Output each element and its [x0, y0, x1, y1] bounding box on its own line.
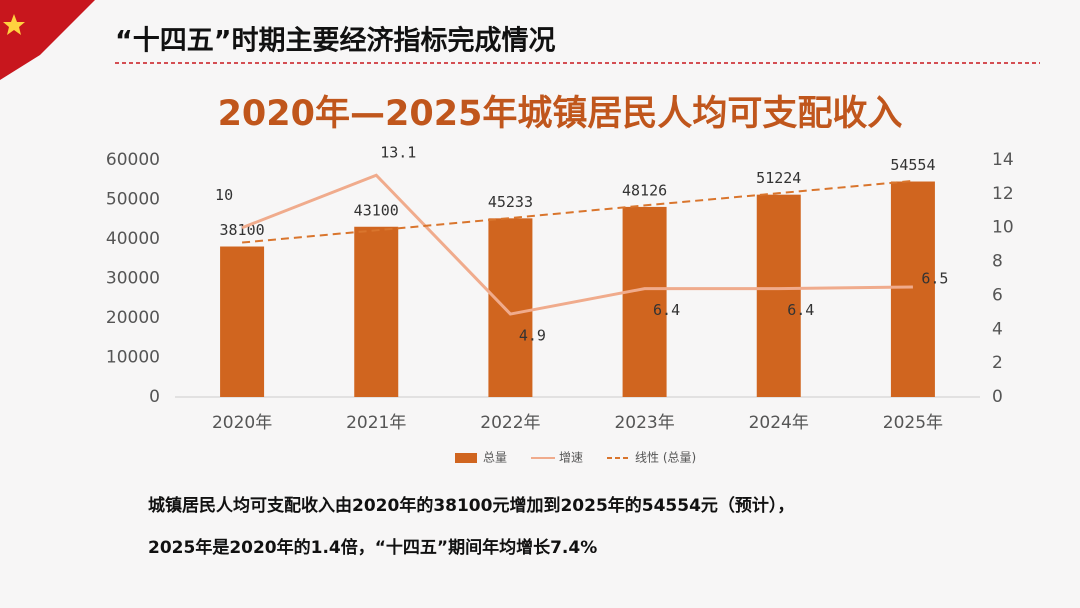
y-tick-label: 10000: [106, 348, 160, 368]
data-label: 43100: [354, 201, 399, 219]
data-label: 48126: [622, 181, 667, 199]
trend-line: [241, 179, 914, 244]
bar: [756, 194, 801, 397]
legend-label: 总量: [483, 451, 507, 465]
data-label: 6.4: [787, 301, 814, 319]
y2-tick-label: 2: [992, 353, 1003, 373]
x-tick-label: 2020年: [212, 413, 272, 433]
y2-tick-label: 8: [992, 252, 1003, 272]
x-tick-label: 2021年: [346, 413, 406, 433]
data-label: 6.4: [653, 301, 680, 319]
y-tick-label: 20000: [106, 308, 160, 328]
caption: 2025年是2020年的1.4倍，“十四五”期间年均增长7.4%: [148, 537, 597, 558]
y2-tick-label: 14: [992, 150, 1014, 170]
y2-tick-label: 4: [992, 319, 1003, 339]
bar: [488, 218, 533, 397]
y-tick-label: 60000: [106, 150, 160, 170]
x-tick-label: 2025年: [883, 413, 943, 433]
data-label: 45233: [488, 193, 533, 211]
y-tick-label: 0: [149, 387, 160, 407]
legend-label: 增速: [559, 451, 583, 465]
bar: [354, 226, 399, 397]
y-tick-label: 30000: [106, 269, 160, 289]
data-label: 10: [215, 186, 233, 204]
y2-tick-label: 0: [992, 387, 1003, 407]
data-label: 38100: [220, 221, 265, 239]
legend-swatch: [455, 453, 477, 463]
chart-title: 2020年—2025年城镇居民人均可支配收入: [218, 94, 903, 134]
data-label: 4.9: [519, 327, 546, 345]
x-tick-label: 2023年: [614, 413, 674, 433]
caption: 城镇居民人均可支配收入由2020年的38100元增加到2025年的54554元（…: [148, 495, 794, 516]
y2-tick-label: 10: [992, 218, 1014, 238]
data-label: 54554: [890, 156, 935, 174]
data-label: 13.1: [380, 144, 416, 162]
y2-tick-label: 12: [992, 184, 1014, 204]
bar: [622, 206, 667, 397]
x-tick-label: 2022年: [480, 413, 540, 433]
line: [241, 173, 913, 316]
y2-tick-label: 6: [992, 285, 1003, 305]
bar: [890, 181, 935, 397]
data-label: 51224: [756, 169, 801, 187]
y-tick-label: 40000: [106, 229, 160, 249]
star: [3, 14, 25, 35]
data-label: 6.5: [921, 269, 948, 287]
legend-label: 线性 (总量): [635, 451, 696, 465]
flag: [0, 0, 95, 80]
y-tick-label: 50000: [106, 190, 160, 210]
x-tick-label: 2024年: [749, 413, 809, 433]
bar: [220, 246, 265, 397]
slide-title: “十四五”时期主要经济指标完成情况: [115, 25, 556, 57]
